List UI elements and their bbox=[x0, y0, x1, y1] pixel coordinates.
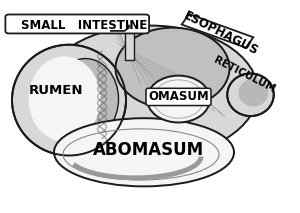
Text: ABOMASUM: ABOMASUM bbox=[93, 141, 204, 159]
Ellipse shape bbox=[28, 56, 100, 142]
Text: RUMEN: RUMEN bbox=[28, 84, 83, 97]
FancyBboxPatch shape bbox=[5, 14, 149, 33]
Ellipse shape bbox=[227, 73, 274, 116]
Ellipse shape bbox=[54, 118, 234, 186]
Text: RETICULUM: RETICULUM bbox=[212, 55, 277, 94]
Text: ESOPHAGUS: ESOPHAGUS bbox=[181, 9, 260, 58]
Text: SMALL   INTESTINE: SMALL INTESTINE bbox=[21, 19, 147, 32]
Text: OMASUM: OMASUM bbox=[148, 90, 209, 104]
Polygon shape bbox=[124, 26, 134, 60]
Polygon shape bbox=[182, 14, 253, 48]
Ellipse shape bbox=[42, 26, 258, 158]
Ellipse shape bbox=[147, 76, 210, 122]
Ellipse shape bbox=[116, 28, 230, 109]
Ellipse shape bbox=[12, 45, 126, 155]
Ellipse shape bbox=[52, 59, 119, 140]
Ellipse shape bbox=[238, 79, 268, 106]
